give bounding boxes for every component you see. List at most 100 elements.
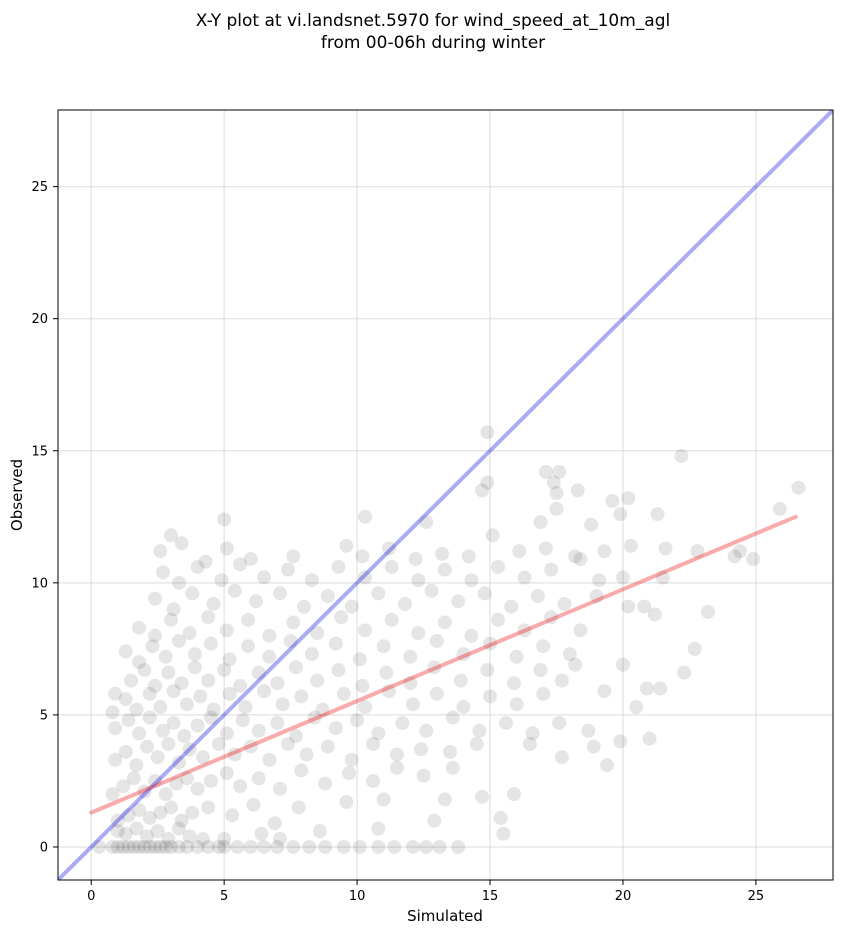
scatter-point (352, 652, 367, 667)
scatter-point (544, 562, 559, 577)
scatter-point (302, 839, 317, 854)
scatter-point (174, 676, 189, 691)
scatter-point (546, 475, 561, 490)
scatter-point (193, 689, 208, 704)
scatter-point (568, 549, 583, 564)
scatter-point (217, 512, 232, 527)
scatter-point (554, 750, 569, 765)
scatter-point (249, 594, 264, 609)
scatter-point (493, 810, 508, 825)
scatter-point (166, 602, 181, 617)
scatter-point (382, 541, 397, 556)
scatter-point (355, 678, 370, 693)
scatter-point (179, 839, 194, 854)
scatter-point (581, 723, 596, 738)
scatter-point (432, 839, 447, 854)
scatter-point (153, 839, 168, 854)
scatter-point (262, 649, 277, 664)
scatter-point (299, 747, 314, 762)
scatter-point (121, 808, 136, 823)
scatter-point (655, 570, 670, 585)
scatter-point (549, 501, 564, 516)
scatter-point (225, 808, 240, 823)
y-axis-label: Observed (8, 459, 26, 531)
scatter-point (589, 589, 604, 604)
scatter-point (158, 839, 173, 854)
scatter-point (480, 425, 495, 440)
scatter-point (108, 721, 123, 736)
scatter-point (118, 826, 133, 841)
scatter-point (116, 779, 131, 794)
scatter-point (182, 829, 197, 844)
scatter-point (687, 641, 702, 656)
scatter-point (169, 776, 184, 791)
scatter-point (472, 723, 487, 738)
scatter-point (701, 604, 716, 619)
scatter-point (163, 612, 178, 627)
scatter-point (397, 596, 412, 611)
scatter-point (615, 570, 630, 585)
scatter-point (129, 821, 144, 836)
scatter-point (171, 575, 186, 590)
scatter-point (382, 684, 397, 699)
scatter-point (405, 697, 420, 712)
scatter-point (536, 686, 551, 701)
scatter-point (187, 647, 202, 662)
scatter-point (456, 647, 471, 662)
scatter-point (294, 689, 309, 704)
scatter-point (637, 599, 652, 614)
scatter-point (491, 612, 506, 627)
scatter-point (746, 552, 761, 567)
scatter-point (203, 710, 218, 725)
y-tick-label: 5 (40, 708, 48, 723)
chart-title-line-1: X-Y plot at vi.landsnet.5970 for wind_sp… (196, 11, 670, 31)
scatter-point (118, 644, 133, 659)
x-tick-label: 0 (87, 889, 95, 904)
scatter-point (171, 839, 186, 854)
scatter-point (358, 623, 373, 638)
scatter-point (161, 665, 176, 680)
scatter-point (424, 583, 439, 598)
scatter-point (166, 684, 181, 699)
scatter-point (509, 697, 524, 712)
scatter-point (480, 663, 495, 677)
scatter-point (600, 758, 615, 773)
scatter-point (334, 610, 349, 625)
y-tick-label: 15 (31, 444, 48, 459)
scatter-point (429, 686, 444, 701)
scatter-point (116, 839, 131, 854)
scatter-point (371, 586, 386, 601)
scatter-point (270, 839, 285, 854)
scatter-point (235, 713, 250, 728)
scatter-point (171, 633, 186, 648)
scatter-point (272, 832, 287, 847)
scatter-point (286, 549, 301, 564)
scatter-point (288, 729, 303, 744)
x-tick-label: 10 (349, 889, 366, 904)
scatter-point (132, 839, 147, 854)
scatter-point (137, 663, 152, 677)
scatter-point (453, 673, 468, 688)
scatter-point (148, 591, 163, 606)
scatter-point (461, 549, 476, 564)
scatter-point (586, 739, 601, 754)
scatter-point (294, 763, 309, 778)
reference-line (89, 514, 798, 815)
scatter-point (233, 557, 248, 572)
scatter-point (344, 752, 359, 767)
scatter-point (280, 736, 295, 751)
scatter-point (296, 599, 311, 614)
scatter-point (355, 549, 370, 564)
scatter-point (358, 570, 373, 585)
scatter-point (592, 573, 607, 588)
scatter-point (262, 628, 277, 643)
scatter-point (257, 570, 272, 585)
scatter-point (150, 750, 165, 765)
scatter-point (174, 813, 189, 828)
scatter-point (148, 839, 163, 854)
scatter-point (312, 824, 327, 839)
scatter-point (158, 787, 173, 802)
scatter-point (727, 549, 742, 564)
scatter-point (496, 826, 511, 841)
scatter-point (320, 589, 335, 604)
